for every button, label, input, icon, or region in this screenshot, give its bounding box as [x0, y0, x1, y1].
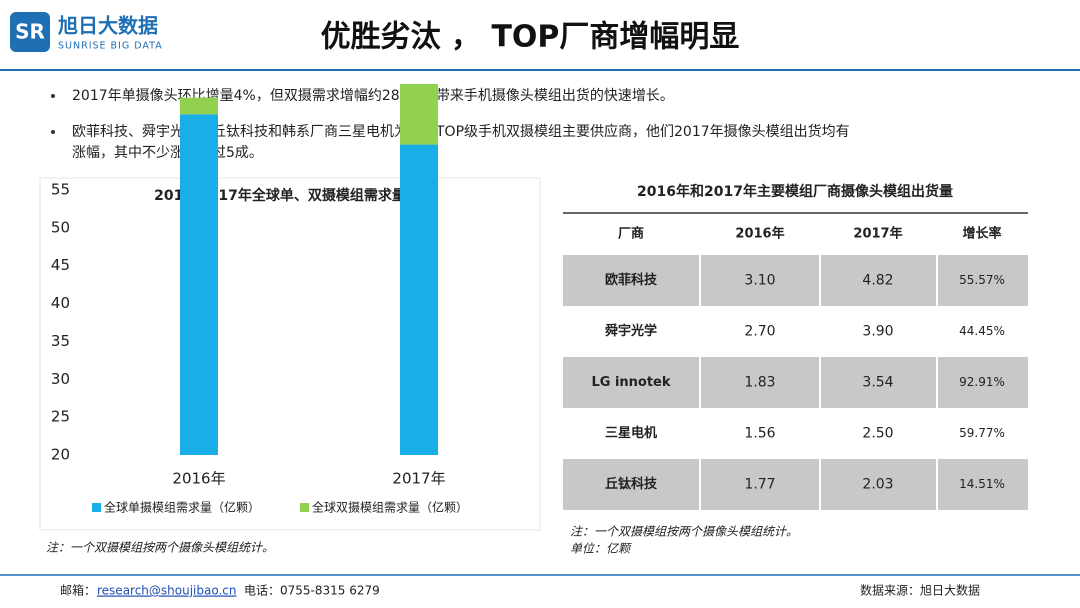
- footer-source: 数据来源：旭日大数据: [860, 583, 980, 598]
- row-shade: [563, 357, 1028, 408]
- logo-letters: SR: [15, 20, 45, 44]
- table-cell: 3.54: [862, 375, 893, 391]
- bullet-dot: [51, 94, 55, 98]
- x-tick-label: 2016年: [172, 470, 225, 488]
- logo-en: SUNRISE BIG DATA: [58, 41, 163, 52]
- table-note: 注：一个双摄模组按两个摄像头模组统计。: [570, 525, 798, 539]
- row-shade: [563, 255, 1028, 306]
- table-cell: 舜宇光学: [605, 323, 657, 339]
- legend-label: 全球双摄模组需求量（亿颗）: [312, 500, 468, 515]
- legend-label: 全球单摄模组需求量（亿颗）: [104, 500, 260, 515]
- table-cell: 1.77: [744, 477, 775, 493]
- y-tick-label: 40: [51, 294, 70, 312]
- table-cell: 44.45%: [959, 324, 1005, 338]
- y-tick-label: 25: [51, 408, 70, 426]
- table-header: 厂商: [618, 226, 644, 242]
- bullet-dot: [51, 130, 55, 134]
- legend-swatch: [92, 503, 101, 512]
- table-header: 2016年: [735, 226, 784, 242]
- bullet-text: 涨幅，其中不少涨幅超过5成。: [72, 145, 263, 161]
- table-cell: 2.70: [744, 324, 775, 340]
- table-cell: 3.90: [862, 324, 893, 340]
- table-cell: 三星电机: [605, 425, 657, 441]
- table-cell: 欧菲科技: [605, 272, 658, 288]
- footer-email[interactable]: research@shoujibao.cn: [97, 584, 237, 598]
- table-cell: 14.51%: [959, 477, 1005, 491]
- table-cell: 55.57%: [959, 273, 1005, 287]
- table-cell: 2.03: [862, 477, 893, 493]
- row-shade: [563, 459, 1028, 510]
- footer-email-label: 邮箱：: [60, 583, 96, 598]
- table-cell: 丘钛科技: [605, 476, 658, 492]
- table-cell: 1.56: [744, 426, 775, 442]
- bar-segment: [180, 114, 218, 456]
- chart-frame: [39, 177, 541, 531]
- table-cell: 1.83: [744, 375, 775, 391]
- table-cell: 4.82: [862, 273, 893, 289]
- footer-phone: 电话：0755-8315 6279: [244, 584, 380, 598]
- y-tick-label: 35: [51, 332, 70, 350]
- x-tick-label: 2017年: [392, 470, 445, 488]
- bullet-text: 欧菲科技、舜宇光学、丘钛科技和韩系厂商三星电机为国内TOP级手机双摄模组主要供应…: [72, 123, 850, 140]
- bar-segment: [180, 97, 218, 115]
- bar-segment: [400, 144, 438, 456]
- slide-title: 优胜劣汰 ， TOP厂商增幅明显: [321, 20, 740, 55]
- table-cell: 59.77%: [959, 426, 1005, 440]
- table-cell: LG innotek: [591, 375, 670, 390]
- y-tick-label: 55: [51, 181, 70, 199]
- table-cell: 92.91%: [959, 375, 1005, 389]
- table-cell: 3.10: [744, 273, 775, 289]
- table-cell: 2.50: [862, 426, 893, 442]
- bar-segment: [400, 84, 438, 145]
- table-title: 2016年和2017年主要模组厂商摄像头模组出货量: [637, 183, 953, 200]
- bullet-text: 2017年单摄像头环比增量4%，但双摄需求增幅约288%，带来手机摄像头模组出货…: [72, 87, 674, 104]
- y-tick-label: 20: [51, 446, 70, 464]
- table-header: 增长率: [962, 226, 1001, 242]
- legend-swatch: [300, 503, 309, 512]
- y-tick-label: 50: [51, 218, 70, 236]
- table-header: 2017年: [853, 226, 902, 242]
- y-tick-label: 45: [51, 256, 70, 274]
- chart-note: 注：一个双摄模组按两个摄像头模组统计。: [46, 541, 274, 555]
- logo-mark: [10, 12, 50, 52]
- table-note: 单位：亿颗: [570, 542, 632, 556]
- y-tick-label: 30: [51, 370, 70, 388]
- logo-cn: 旭日大数据: [57, 14, 158, 38]
